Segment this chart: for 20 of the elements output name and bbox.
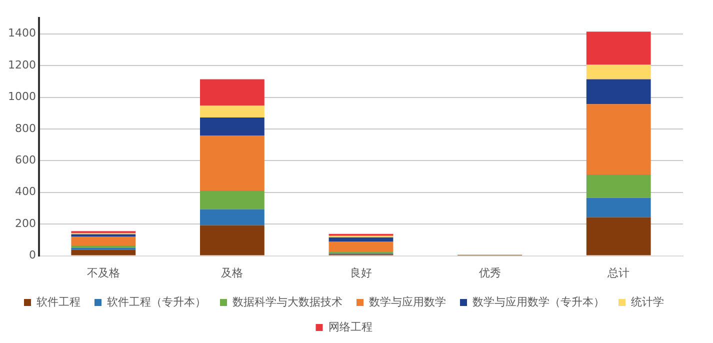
y-tick-label: 0 <box>28 248 36 262</box>
x-tick-label: 及格 <box>221 266 244 280</box>
legend-label: 软件工程 <box>36 295 80 308</box>
legend-label: 统计学 <box>631 295 664 308</box>
y-tick-label: 800 <box>14 122 36 135</box>
y-tick-label: 1200 <box>8 58 36 72</box>
x-tick-label: 优秀 <box>478 266 501 280</box>
legend-label: 网络工程 <box>328 320 372 334</box>
legend-label: 数学与应用数学（专升本） <box>472 295 604 308</box>
legend-label: 软件工程（专升本） <box>107 295 206 308</box>
x-tick-label: 总计 <box>606 266 630 280</box>
y-tick-label: 200 <box>14 216 36 230</box>
y-tick-label: 1400 <box>8 26 36 40</box>
y-tick-label: 600 <box>14 154 36 167</box>
legend-label: 数据科学与大数据技术 <box>232 295 342 308</box>
x-tick-label: 良好 <box>350 266 372 280</box>
y-tick-label: 1000 <box>8 90 36 104</box>
x-tick-label: 不及格 <box>86 266 120 280</box>
y-tick-label: 400 <box>14 185 36 198</box>
legend-label: 数学与应用数学 <box>369 295 446 308</box>
